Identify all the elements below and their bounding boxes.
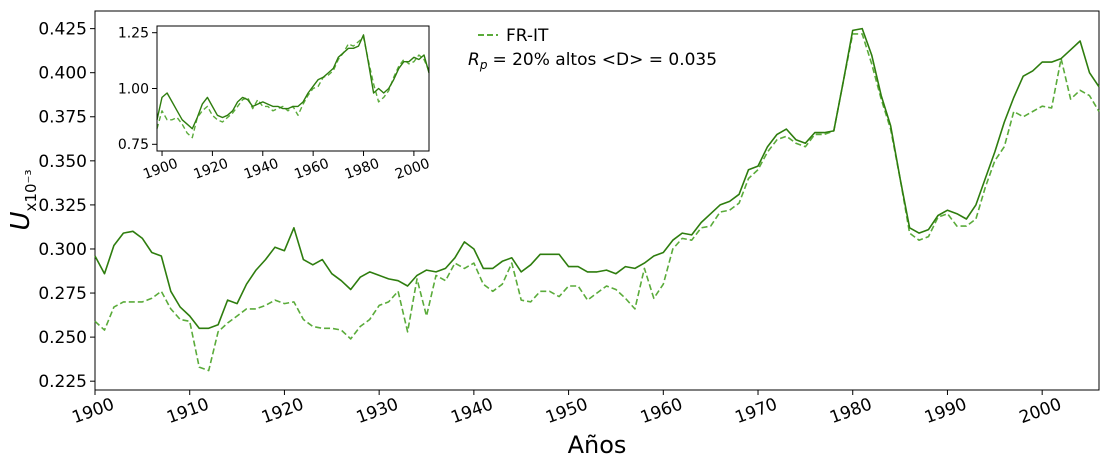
inset-x-ticks: 1900 1920 1940 1960 1980 2000 <box>141 151 432 183</box>
main-x-tick-label: 1940 <box>448 395 495 429</box>
annotation-body: = 20% altos <D> = 0.035 <box>492 50 717 70</box>
main-x-tick-label: 1960 <box>638 395 685 429</box>
main-series-dashed-line <box>94 33 1100 372</box>
inset-x-tick-label: 2000 <box>393 156 432 183</box>
main-series-solid-line <box>94 27 1100 330</box>
y-axis-label: Ux10⁻³ <box>6 170 40 231</box>
inset-x-tick-label: 1940 <box>242 156 281 183</box>
annotation-text: Rp = 20% altos <D> = 0.035 <box>468 50 717 72</box>
main-x-tick-label: 1920 <box>259 395 306 429</box>
inset-series-solid-line <box>156 34 430 130</box>
main-x-tick-label: 2000 <box>1017 395 1064 429</box>
inset-y-tick-label: 0.75 <box>118 137 149 153</box>
inset-y-tick-label: 1.25 <box>118 26 149 42</box>
main-y-tick-label: 0.275 <box>38 284 87 304</box>
main-y-tick-label: 0.300 <box>38 240 87 260</box>
main-y-tick-label: 0.225 <box>38 372 87 392</box>
main-y-tick-label: 0.425 <box>38 20 87 40</box>
annotation-subscript: p <box>479 58 488 72</box>
main-y-tick-label: 0.350 <box>38 152 87 172</box>
main-x-tick-label: 1900 <box>70 395 117 429</box>
inset-x-tick-label: 1980 <box>343 156 382 183</box>
inset-x-tick-label: 1960 <box>292 156 331 183</box>
main-y-tick-label: 0.325 <box>38 196 87 216</box>
annotation-symbol: R <box>468 50 480 70</box>
legend: FR-IT <box>478 26 549 46</box>
main-x-tick-label: 1950 <box>543 395 590 429</box>
main-y-tick-label: 0.250 <box>38 328 87 348</box>
inset-y-tick-label: 1.00 <box>118 81 149 97</box>
main-x-tick-label: 1930 <box>354 395 401 429</box>
legend-label: FR-IT <box>506 26 549 46</box>
y-axis-label-sub: x10⁻³ <box>22 170 40 212</box>
main-y-ticks: 0.225 0.250 0.275 0.300 0.325 0.350 0.375 0.400… <box>38 20 95 392</box>
main-series-group <box>94 27 1100 372</box>
main-x-tick-label: 1990 <box>922 395 969 429</box>
inset-plot: 1900 1920 1940 1960 1980 2000 0.75 1.00 1.25 <box>118 25 432 183</box>
main-x-tick-label: 1970 <box>733 395 780 429</box>
main-x-tick-label: 1980 <box>827 395 874 429</box>
x-axis-label: Años <box>568 431 627 459</box>
main-y-tick-label: 0.400 <box>38 64 87 84</box>
y-axis-label-main: U <box>6 211 36 230</box>
inset-y-ticks: 0.75 1.00 1.25 <box>118 26 157 153</box>
main-y-tick-label: 0.375 <box>38 108 87 128</box>
inset-background <box>157 26 429 151</box>
inset-x-tick-label: 1920 <box>192 156 231 183</box>
main-x-ticks: 1900 1910 1920 1930 1940 1950 1960 1970 1980 1990… <box>70 390 1064 429</box>
svg-text:Ux10⁻³: Ux10⁻³ <box>6 170 40 231</box>
main-x-tick-label: 1910 <box>164 395 211 429</box>
inset-series-group <box>156 34 430 139</box>
main-plot-frame <box>94 10 1100 391</box>
inset-x-tick-label: 1900 <box>141 156 180 183</box>
